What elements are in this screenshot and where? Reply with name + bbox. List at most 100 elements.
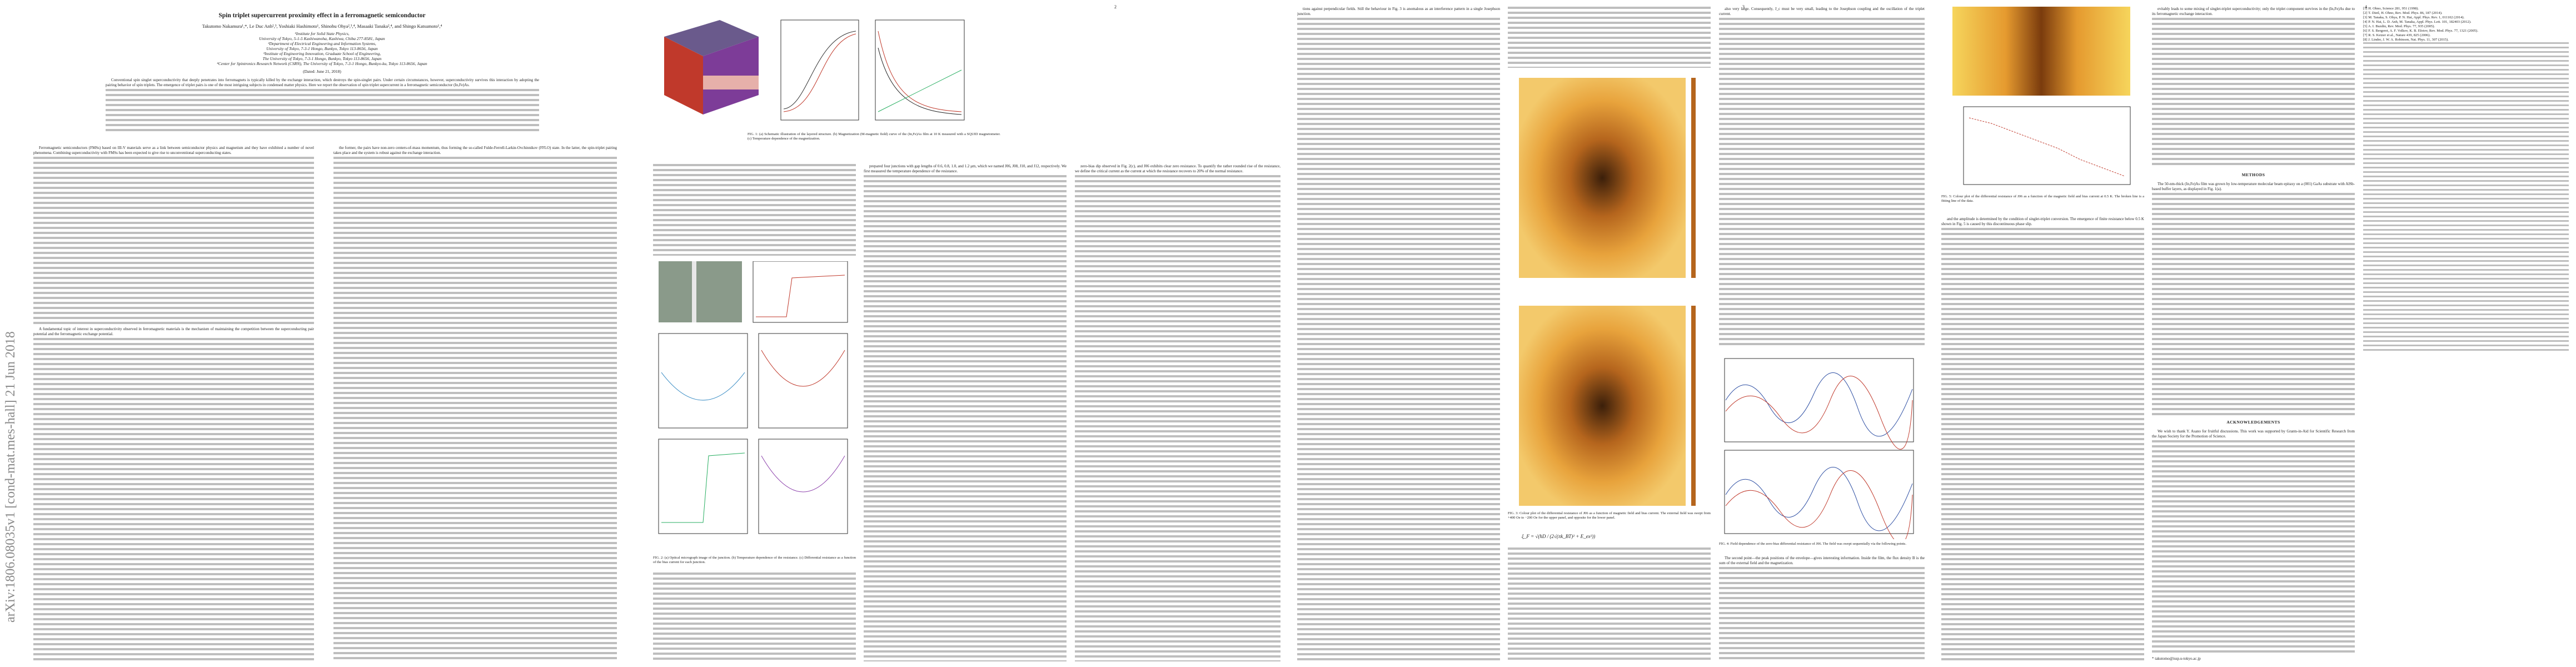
page-number: 3 [1742, 4, 1745, 9]
text-lines [333, 157, 617, 661]
plot-frame [1724, 450, 1914, 534]
footnote: * takutomo@issp.u-tokyo.ac.jp [2152, 656, 2201, 661]
paragraph: We wish to thank Y. Asano for fruitful d… [2152, 429, 2355, 439]
text-lines [1719, 18, 1925, 346]
colorbar [1691, 78, 1696, 278]
affiliation: ¹Institute for Solid State Physics, [295, 31, 350, 36]
curve [761, 455, 845, 492]
column: also very large. Consequently, J_c must … [1719, 7, 1925, 346]
column: zero-bias dip observed in Fig. 2(c), and… [1075, 164, 1280, 661]
heatmap [1952, 7, 2130, 96]
text-lines [1941, 228, 2144, 661]
arxiv-stamp: arXiv:1806.08035v1 [cond-mat.mes-hall] 2… [3, 331, 18, 623]
layer [703, 76, 759, 89]
figure-caption: FIG. 1: (a) Schematic illustration of th… [748, 132, 1000, 141]
curve [661, 452, 745, 523]
column: prepared four junctions with gap lengths… [864, 164, 1067, 661]
affiliation: The University of Tokyo, 7-3-1 Hongo, Bu… [262, 56, 382, 61]
plot-frame [875, 19, 965, 121]
reference: [1] H. Ohno, Science 281, 951 (1998). [2363, 7, 2419, 11]
text-lines [1297, 18, 1500, 661]
curve [1969, 117, 2125, 177]
page-number: 2 [1114, 4, 1117, 9]
text-lines [864, 175, 1067, 661]
affiliations: ¹Institute for Solid State Physics, Univ… [0, 31, 644, 66]
figure-caption: FIG. 5: Colour plot of the differential … [1941, 195, 2144, 203]
heatmap [1519, 306, 1686, 506]
column: the former, the pairs have non-zero cent… [333, 146, 617, 661]
affiliation: University of Tokyo, 7-3-1 Hongo, Bunkyo… [266, 46, 378, 51]
references: [1] H. Ohno, Science 281, 951 (1998). [2… [2363, 7, 2569, 661]
curve [1725, 470, 1913, 539]
plot-frame [658, 439, 748, 534]
text-lines [1075, 175, 1280, 661]
text-lines [653, 164, 856, 256]
paragraph: tions against perpendicular fields. Stil… [1297, 7, 1500, 16]
curve [1725, 372, 1913, 437]
abstract: Conventional spin singlet superconductiv… [106, 78, 539, 133]
curve [756, 275, 845, 317]
plot-frame [1724, 358, 1914, 442]
curve [1725, 376, 1913, 450]
affiliation: University of Tokyo, 5-1-5 Kashiwanoha, … [259, 36, 385, 41]
column [1508, 7, 1711, 68]
affiliation: ⁴Center for Spintronics Research Network… [217, 61, 427, 66]
section-heading: METHODS [2241, 172, 2265, 177]
plot-frame [780, 19, 859, 121]
paragraph: A fundamental topic of interest in super… [33, 327, 314, 336]
micrograph [659, 261, 742, 322]
text-lines [2363, 42, 2569, 354]
curve [878, 31, 962, 112]
figure-4 [1724, 358, 1914, 539]
curve [1725, 467, 1913, 531]
paragraph: The 50-nm-thick (In,Fe)As film was grown… [2152, 182, 2355, 191]
curve [878, 69, 962, 112]
page-number: 4 [2365, 4, 2367, 9]
figure-caption: FIG. 4: Field dependence of the zero-bia… [1719, 542, 1906, 546]
text-lines [1508, 547, 1711, 661]
text-lines [1508, 7, 1711, 68]
device-top [664, 20, 759, 56]
figure-3 [1519, 78, 1696, 506]
paragraph: and the amplitude is determined by the c… [1941, 217, 2144, 226]
figure-5 [1952, 7, 2131, 185]
date: (Dated: June 21, 2018) [303, 69, 341, 74]
page-3: 3 tions against perpendicular fields. St… [1288, 0, 1932, 667]
text-lines [2152, 18, 2355, 168]
figure-2 [658, 261, 848, 534]
curve [878, 47, 962, 115]
reference: [2] T. Dietl, H. Ohno, Rev. Mod. Phys. 8… [2363, 11, 2443, 15]
column: evitably leads to some mixing of singlet… [2152, 7, 2355, 661]
gap [692, 261, 696, 322]
column [1508, 547, 1711, 661]
text-lines [33, 338, 314, 661]
column: Ferromagnetic semiconductors (FMSs) base… [33, 146, 314, 661]
paragraph: The second point—the peak positions of t… [1719, 556, 1925, 565]
reference: [3] M. Tanaka, S. Ohya, P. N. Hai, Appl.… [2363, 16, 2465, 19]
paragraph: prepared four junctions with gap lengths… [864, 164, 1067, 173]
column: tions against perpendicular fields. Stil… [1297, 7, 1500, 661]
curve [783, 31, 856, 109]
curve [661, 372, 745, 401]
equation: ξ_F = √(ħD / (2√(πk_BT)² + E_ex²)) [1522, 534, 1596, 539]
reference: [4] P. N. Hai, L. D. Anh, M. Tanaka, App… [2363, 20, 2472, 24]
colorbar [1691, 306, 1696, 506]
column: and the amplitude is determined by the c… [1941, 217, 2144, 661]
section-heading: ACKNOWLEDGEMENTS [2226, 420, 2280, 425]
reference: [6] F. S. Bergeret, A. F. Volkov, K. B. … [2363, 29, 2478, 33]
text-lines [2152, 440, 2355, 653]
paragraph: Ferromagnetic semiconductors (FMSs) base… [33, 146, 314, 155]
device-side [664, 37, 703, 115]
plot-frame [753, 261, 848, 323]
page-2: 2 FIG. 1: (a) Schematic illustration of … [644, 0, 1288, 667]
title: Spin triplet supercurrent proximity effe… [218, 12, 426, 19]
text-lines [2152, 193, 2355, 415]
text-lines [653, 573, 856, 661]
column [653, 573, 856, 661]
authors: Takutomo Nakamura¹,*, Le Duc Anh²,³, Yos… [202, 23, 442, 29]
paragraph: evitably leads to some mixing of singlet… [2152, 7, 2355, 16]
figure-caption: FIG. 2: (a) Optical micrograph image of … [653, 556, 856, 564]
reference: [5] A. I. Buzdin, Rev. Mod. Phys. 77, 93… [2363, 24, 2435, 28]
